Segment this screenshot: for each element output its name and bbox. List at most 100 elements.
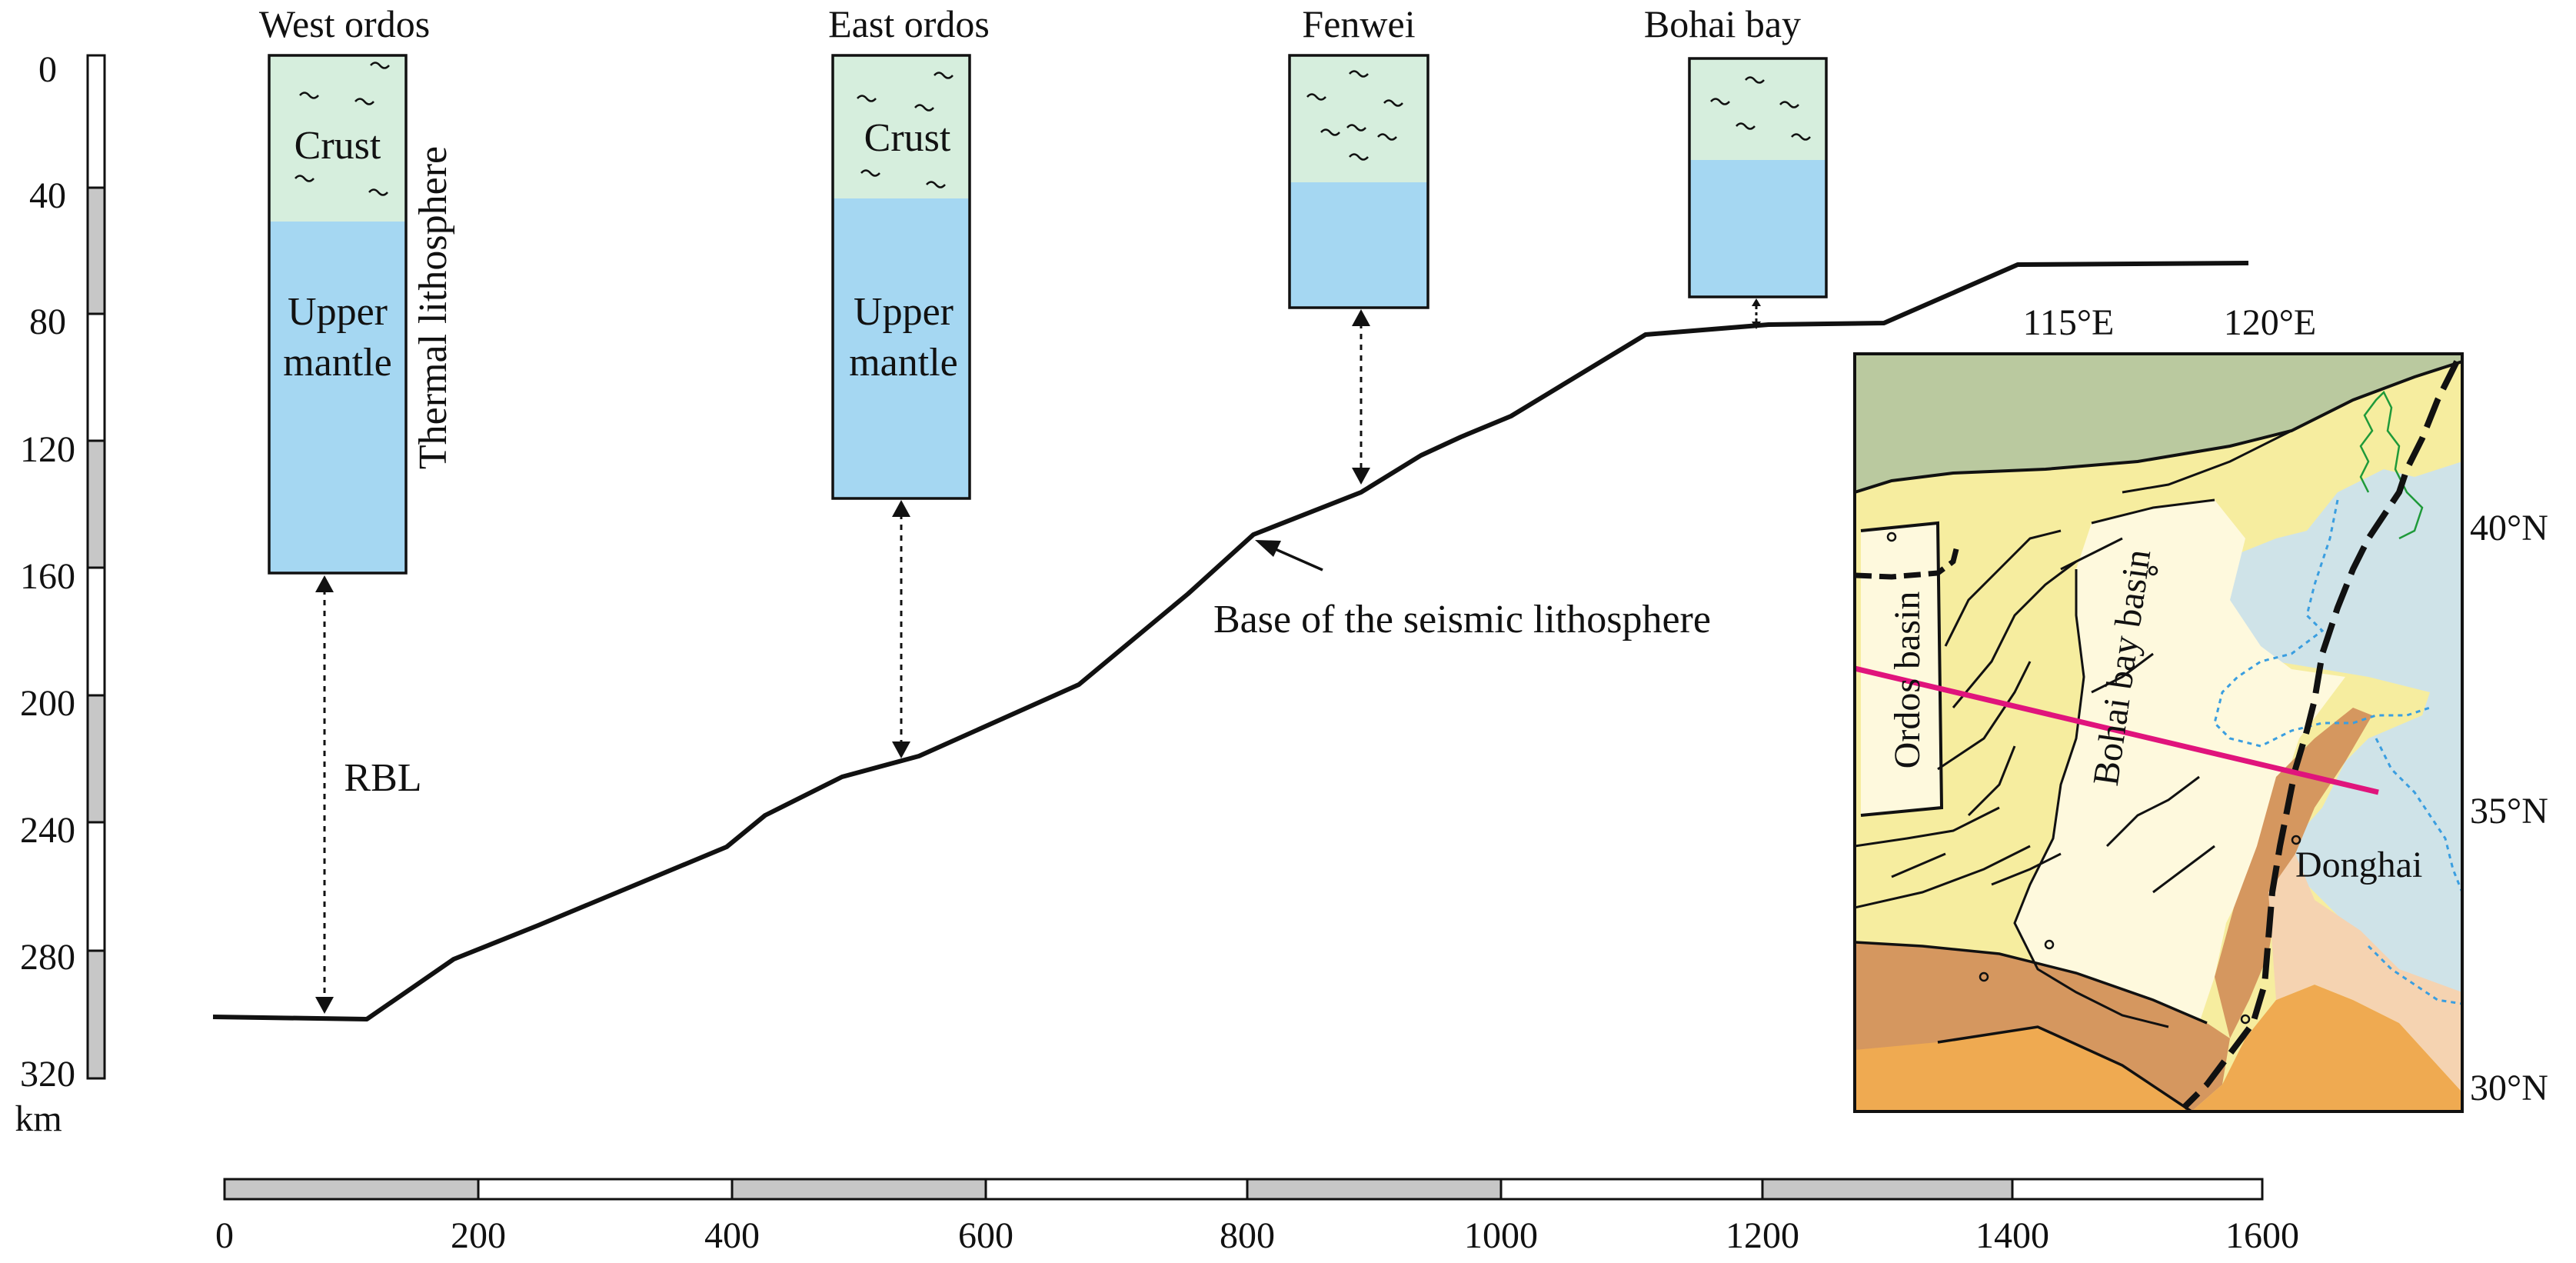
column-bohai-bay: Bohai bay — [1644, 2, 1828, 329]
ordos-basin-region — [1861, 523, 1942, 815]
mantle-layer — [269, 222, 406, 573]
depth-axis-segment — [86, 439, 106, 569]
thermal-lithosphere-label: Thermal lithosphere — [411, 146, 455, 469]
depth-axis: 0 40 80 120 160 200 240 280 320 km — [15, 49, 106, 1139]
depth-tick-label: 40 — [29, 175, 66, 216]
column-title: Bohai bay — [1644, 2, 1801, 45]
sea-region — [2215, 462, 2462, 1000]
column-outline — [268, 54, 408, 575]
distance-axis-segment — [223, 1178, 480, 1201]
ordos-basin-boundary — [1860, 521, 1944, 817]
distance-tick-label: 400 — [704, 1215, 760, 1256]
depth-tick-label: 200 — [20, 683, 75, 724]
southern-orange-region-east — [2192, 985, 2462, 1111]
column-outline — [1688, 57, 1828, 298]
green-boundary-line — [2359, 390, 2424, 540]
city-markers — [1886, 532, 2301, 1025]
longitude-label: 120°E — [2224, 302, 2317, 343]
coastline-dashed — [2375, 738, 2462, 893]
column-east-ordos: East ordos Crust Upper mantle — [828, 2, 990, 758]
donghai-peach-region — [2268, 854, 2462, 1092]
distance-axis: 0 200 400 600 800 1000 1200 1400 1600 — [215, 1178, 2299, 1256]
depth-tick-label: 80 — [29, 302, 66, 342]
crust-texture — [295, 62, 390, 196]
mantle-label: Upper — [288, 290, 388, 334]
distance-tick-label: 1200 — [1726, 1215, 1799, 1256]
latitude-label: 35°N — [2470, 791, 2548, 831]
inset-map: Ordos basin Bohai bay basin Donghai 115°… — [1853, 302, 2548, 1113]
seismic-base-label: Base of the seismic lithosphere — [1213, 598, 1711, 641]
crust-texture — [1306, 70, 1403, 161]
map-frame — [1853, 352, 2464, 1113]
distance-tick-label: 1600 — [2225, 1215, 2299, 1256]
distance-tick-label: 800 — [1220, 1215, 1275, 1256]
latitude-label: 30°N — [2470, 1068, 2548, 1108]
column-fenwei: Fenwei — [1288, 2, 1429, 485]
depth-tick-label: 240 — [20, 810, 75, 851]
depth-axis-unit: km — [15, 1098, 62, 1139]
ordos-basin-label: Ordos basin — [1887, 592, 1928, 769]
distance-axis-segment — [1761, 1178, 2014, 1201]
column-outline — [831, 54, 971, 500]
depth-axis-segment — [86, 694, 106, 824]
crust-layer — [833, 55, 970, 198]
bohai-inner-boundary — [2091, 498, 2215, 525]
mantle-label: Upper — [854, 290, 954, 334]
mantle-layer — [1290, 182, 1428, 308]
southern-boundary-line — [1855, 941, 2208, 1025]
distance-tick-label: 600 — [958, 1215, 1013, 1256]
arrow-head-up — [1752, 298, 1761, 306]
coastline-dashed — [2367, 945, 2462, 1005]
arrow-head-up — [315, 575, 334, 592]
depth-tick-label: 320 — [20, 1054, 75, 1095]
crust-texture — [857, 72, 954, 188]
crust-label: Crust — [864, 116, 951, 160]
crust-texture — [1710, 76, 1811, 141]
southern-orange-region-west — [1855, 1027, 2192, 1111]
mantle-layer — [833, 198, 970, 498]
distance-tick-label: 0 — [215, 1215, 234, 1256]
profile-line — [1855, 665, 2379, 795]
northern-green-region — [1855, 354, 2462, 492]
fault-lines — [1855, 429, 2292, 909]
depth-axis-segment — [86, 949, 106, 1080]
donghai-label: Donghai — [2295, 845, 2422, 885]
arrow-head-down — [315, 997, 334, 1014]
distance-axis-segment — [1246, 1178, 1503, 1201]
distance-tick-label: 1400 — [1975, 1215, 2049, 1256]
seismic-lithosphere-base-line — [212, 261, 2249, 1021]
distance-tick-label: 200 — [451, 1215, 506, 1256]
distance-tick-label: 1000 — [1464, 1215, 1538, 1256]
mantle-layer — [1689, 160, 1826, 297]
rbl-label: RBL — [344, 756, 421, 800]
depth-tick-label: 0 — [38, 49, 57, 90]
column-title: East ordos — [828, 2, 990, 45]
crust-layer — [1290, 55, 1428, 182]
column-outline — [1288, 54, 1429, 309]
column-west-ordos: West ordos Crust Upper mantle Thermal li… — [259, 2, 455, 1014]
southern-inner-boundary — [1937, 1025, 2192, 1111]
arrow-head-up — [1352, 309, 1370, 326]
crust-label: Crust — [295, 124, 381, 168]
donghai-tan-region — [2215, 708, 2372, 1038]
bohai-basin-outline — [2013, 569, 2169, 1028]
tanlu-fault-line — [2182, 360, 2460, 1110]
column-title: West ordos — [259, 2, 430, 45]
depth-axis-segment — [86, 186, 106, 315]
northern-boundary-line — [1855, 360, 2462, 494]
bohai-basin-cream-region — [2015, 500, 2345, 1027]
depth-tick-label: 160 — [20, 556, 75, 597]
distance-axis-segment — [731, 1178, 987, 1201]
arrow-head-down — [1352, 468, 1370, 485]
mantle-label: mantle — [849, 341, 958, 385]
label-pointer-arrowhead — [1255, 540, 1281, 557]
mantle-label: mantle — [283, 341, 392, 385]
column-title: Fenwei — [1302, 2, 1415, 45]
depth-tick-label: 280 — [20, 937, 75, 978]
dashed-fault-line — [1855, 545, 1960, 580]
arrow-head-up — [892, 500, 910, 517]
coastline-dashed — [2213, 499, 2431, 748]
depth-tick-label: 120 — [20, 429, 75, 470]
latitude-label: 40°N — [2470, 508, 2548, 548]
